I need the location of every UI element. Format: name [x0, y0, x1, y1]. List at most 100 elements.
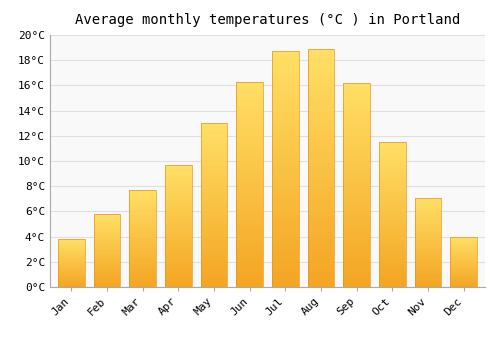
Bar [200, 166, 228, 169]
Bar [450, 272, 477, 273]
Bar [58, 279, 85, 280]
Bar [414, 255, 442, 257]
Bar [272, 122, 298, 127]
Bar [272, 113, 298, 117]
Bar [236, 106, 263, 110]
Bar [414, 208, 442, 210]
Bar [200, 143, 228, 146]
Bar [414, 217, 442, 219]
Bar [94, 214, 120, 215]
Bar [450, 238, 477, 239]
Bar [379, 267, 406, 270]
Bar [94, 262, 120, 264]
Bar [308, 154, 334, 159]
Bar [94, 236, 120, 237]
Bar [272, 259, 298, 264]
Bar [94, 234, 120, 236]
Bar [94, 245, 120, 246]
Bar [414, 246, 442, 248]
Bar [379, 238, 406, 241]
Bar [272, 84, 298, 89]
Bar [165, 262, 192, 265]
Bar [272, 216, 298, 221]
Bar [414, 230, 442, 232]
Bar [94, 233, 120, 234]
Bar [344, 267, 370, 271]
Bar [200, 212, 228, 215]
Bar [58, 247, 85, 248]
Bar [379, 156, 406, 160]
Bar [58, 240, 85, 241]
Bar [200, 215, 228, 218]
Bar [130, 242, 156, 244]
Bar [379, 180, 406, 183]
Bar [94, 223, 120, 224]
Bar [130, 285, 156, 287]
Bar [165, 216, 192, 218]
Bar [272, 212, 298, 216]
Bar [200, 251, 228, 254]
Bar [165, 238, 192, 240]
Bar [94, 240, 120, 242]
Bar [344, 173, 370, 177]
Bar [94, 226, 120, 227]
Bar [94, 282, 120, 284]
Bar [130, 196, 156, 198]
Bar [379, 203, 406, 206]
Bar [200, 258, 228, 261]
Bar [58, 242, 85, 243]
Bar [58, 269, 85, 270]
Bar [236, 238, 263, 242]
Bar [200, 254, 228, 258]
Bar [272, 65, 298, 70]
Bar [379, 177, 406, 180]
Bar [236, 197, 263, 201]
Bar [272, 103, 298, 108]
Bar [272, 174, 298, 178]
Bar [58, 246, 85, 247]
Bar [379, 160, 406, 162]
Bar [200, 169, 228, 172]
Bar [165, 214, 192, 216]
Bar [200, 156, 228, 159]
Bar [58, 282, 85, 283]
Bar [450, 281, 477, 282]
Bar [272, 117, 298, 122]
Bar [58, 274, 85, 275]
Bar [272, 146, 298, 150]
Bar [94, 214, 120, 287]
Bar [200, 149, 228, 153]
Bar [200, 264, 228, 267]
Bar [344, 279, 370, 283]
Bar [200, 153, 228, 156]
Bar [165, 170, 192, 172]
Bar [94, 231, 120, 233]
Bar [414, 214, 442, 216]
Bar [130, 205, 156, 208]
Bar [308, 87, 334, 92]
Bar [308, 182, 334, 187]
Bar [165, 165, 192, 167]
Bar [165, 282, 192, 285]
Bar [130, 208, 156, 209]
Bar [414, 201, 442, 203]
Bar [308, 92, 334, 97]
Bar [272, 150, 298, 155]
Bar [379, 281, 406, 284]
Bar [200, 146, 228, 149]
Bar [272, 98, 298, 103]
Bar [344, 258, 370, 262]
Bar [236, 184, 263, 188]
Title: Average monthly temperatures (°C ) in Portland: Average monthly temperatures (°C ) in Po… [75, 13, 460, 27]
Bar [200, 280, 228, 284]
Bar [94, 259, 120, 261]
Bar [450, 275, 477, 276]
Bar [130, 227, 156, 229]
Bar [94, 274, 120, 275]
Bar [130, 248, 156, 250]
Bar [236, 180, 263, 184]
Bar [165, 267, 192, 270]
Bar [414, 197, 442, 287]
Bar [450, 261, 477, 262]
Bar [450, 260, 477, 261]
